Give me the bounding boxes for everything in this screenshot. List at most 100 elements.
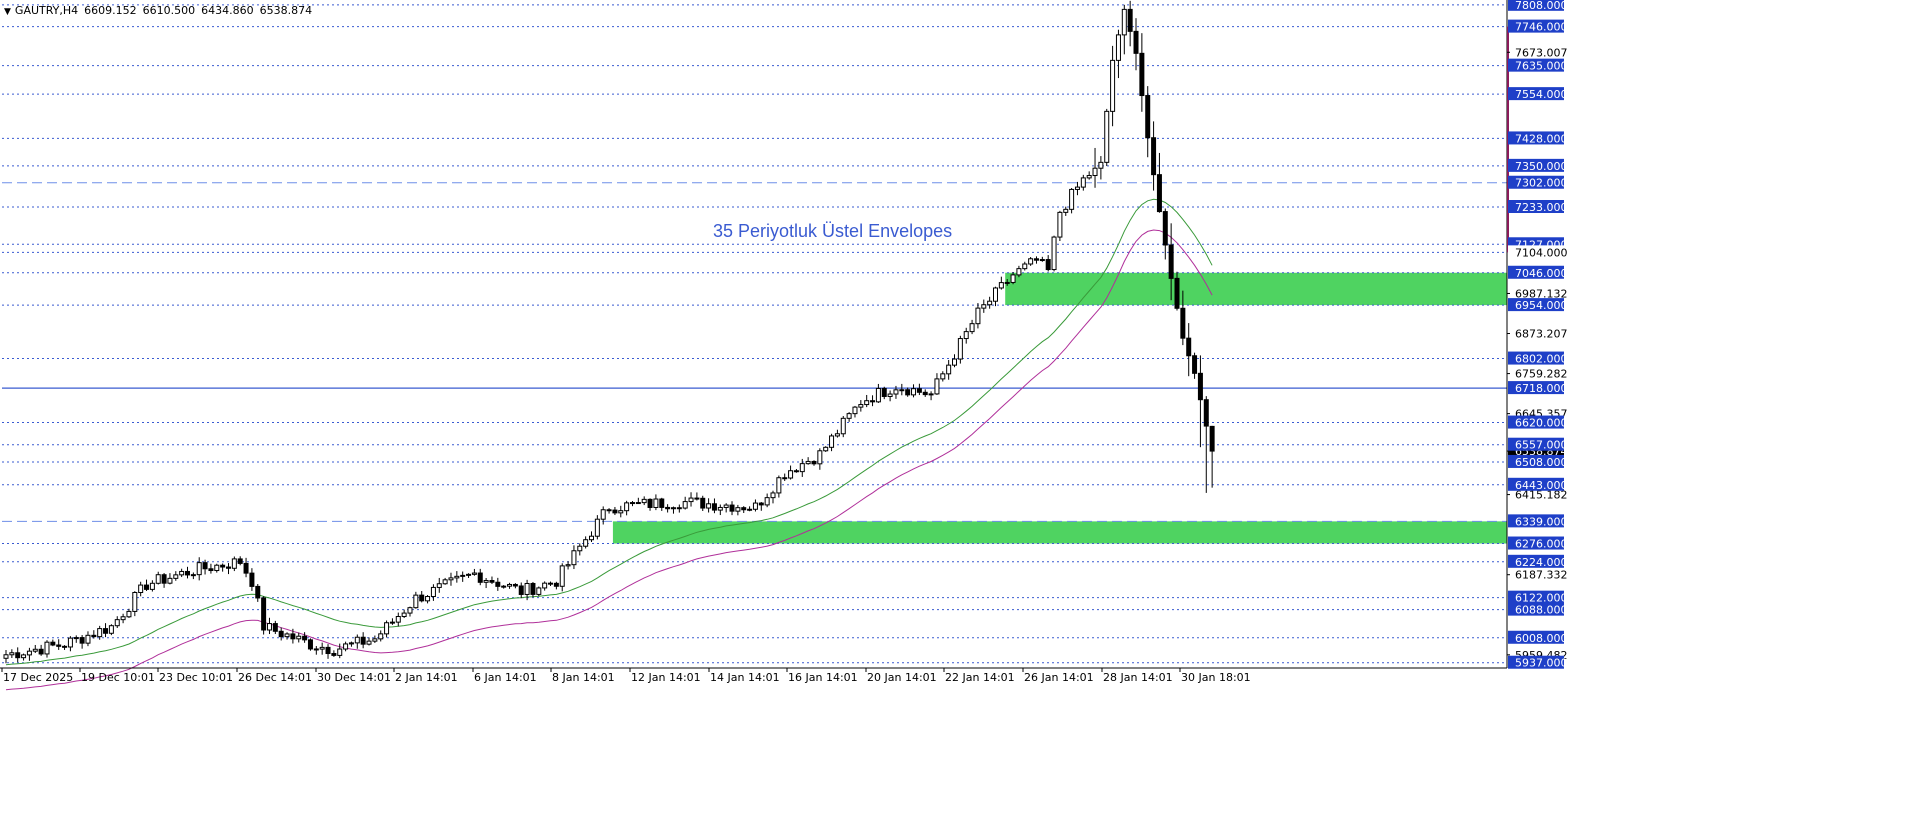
level-price-tag: [1508, 415, 1564, 429]
candle-body: [73, 637, 79, 640]
candle-body: [694, 497, 700, 500]
candle-body: [132, 592, 138, 612]
level-price-tag: [1508, 265, 1564, 279]
level-price-label: 7635.000: [1515, 60, 1568, 73]
candle-body: [1092, 167, 1098, 177]
candle-body: [635, 502, 641, 505]
candle-body: [120, 616, 126, 621]
candle-body: [1033, 258, 1039, 261]
candle-body: [817, 450, 823, 465]
candle-body: [460, 574, 466, 577]
candle-body: [922, 391, 928, 396]
candle-body: [1022, 263, 1028, 270]
candle-body: [202, 562, 208, 570]
candle-body: [840, 417, 846, 435]
candle-body: [343, 643, 349, 650]
candle-body: [319, 646, 325, 650]
candle-body: [3, 654, 9, 659]
level-price-tag: [1508, 158, 1564, 172]
candle-body: [992, 287, 998, 302]
candle-body: [1145, 95, 1151, 139]
level-price-tag: [1508, 454, 1564, 468]
candle-body: [618, 510, 624, 514]
level-price-label: 6718.000: [1515, 382, 1568, 395]
candle-body: [589, 535, 594, 541]
dropdown-arrow-icon[interactable]: ▼: [4, 7, 11, 17]
candle-body: [161, 574, 167, 584]
level-price-tag: [1508, 590, 1564, 604]
chart-header: ▼ GAUTRY,H4 6609.152 6610.500 6434.860 6538.8…: [4, 4, 318, 17]
time-tick-label: 2 Jan 14:01: [395, 671, 458, 684]
candle-body: [167, 577, 173, 584]
candle-body: [1063, 208, 1069, 213]
zone-rect: [1005, 272, 1507, 306]
candle-body: [442, 579, 448, 585]
level-price-tag: [1508, 0, 1564, 11]
level-price-tag: [1508, 245, 1564, 259]
candle-body: [1115, 34, 1121, 61]
candle-body: [296, 635, 302, 640]
candle-body: [149, 582, 155, 590]
level-price-tag: [1508, 87, 1564, 101]
candle-body: [249, 572, 255, 587]
candle-body: [700, 497, 706, 509]
time-tick-label: 17 Dec 2025: [3, 671, 73, 684]
candle-body: [354, 636, 360, 644]
candle-body: [337, 648, 343, 656]
candle-body: [261, 597, 267, 631]
candle-body: [62, 645, 68, 648]
candle-body: [425, 596, 431, 602]
candle-body: [407, 607, 413, 614]
candle-body: [384, 622, 390, 635]
candle-body: [571, 550, 577, 566]
candle-body: [1110, 59, 1116, 112]
level-price-tag: [1508, 131, 1564, 145]
candle-body: [747, 508, 753, 511]
price-scale-label: 7673.007: [1515, 46, 1568, 59]
candle-body: [477, 572, 483, 583]
candle-body: [155, 574, 161, 584]
candle-body: [606, 509, 612, 512]
candle-body: [395, 616, 401, 623]
candle-body: [378, 633, 384, 640]
candle-body: [963, 331, 969, 340]
candle-body: [9, 652, 15, 656]
time-tick-label: 6 Jan 14:01: [474, 671, 537, 684]
level-price-tag: [1508, 19, 1564, 33]
candle-body: [653, 498, 659, 508]
candle-body: [1121, 8, 1127, 36]
candle-body: [483, 580, 489, 583]
candle-body: [1156, 174, 1162, 213]
candle-body: [864, 400, 870, 406]
level-price-label: 7046.000: [1515, 267, 1568, 280]
candle-body: [413, 594, 419, 609]
candle-body: [553, 582, 559, 587]
candle-body: [1016, 268, 1022, 276]
candle-body: [934, 378, 940, 395]
price-axis: 7673.0076987.1326873.2076759.2826645.357…: [1506, 0, 1568, 670]
candle-body: [313, 648, 319, 651]
candle-body: [489, 580, 495, 583]
level-price-tag: [1508, 630, 1564, 644]
time-tick-label: 23 Dec 10:01: [159, 671, 233, 684]
candle-body: [647, 498, 653, 508]
candle-body: [302, 635, 308, 641]
price-level-lines: [2, 4, 1507, 664]
candle-body: [577, 545, 583, 552]
candle-body: [79, 637, 85, 644]
candle-body: [1080, 177, 1086, 188]
candle-body: [290, 633, 296, 640]
level-price-label: 7350.000: [1515, 160, 1568, 173]
candle-body: [15, 652, 21, 659]
candle-body: [893, 389, 899, 395]
candle-body: [594, 518, 600, 537]
candle-body: [1168, 244, 1174, 279]
candle-body: [524, 582, 530, 595]
symbol-label: GAUTRY,H4: [14, 4, 79, 17]
candle-body: [706, 503, 712, 509]
candle-body: [507, 583, 513, 587]
candle-body: [50, 641, 56, 646]
time-tick-label: 12 Jan 14:01: [631, 671, 701, 684]
candle-body: [1028, 258, 1034, 265]
